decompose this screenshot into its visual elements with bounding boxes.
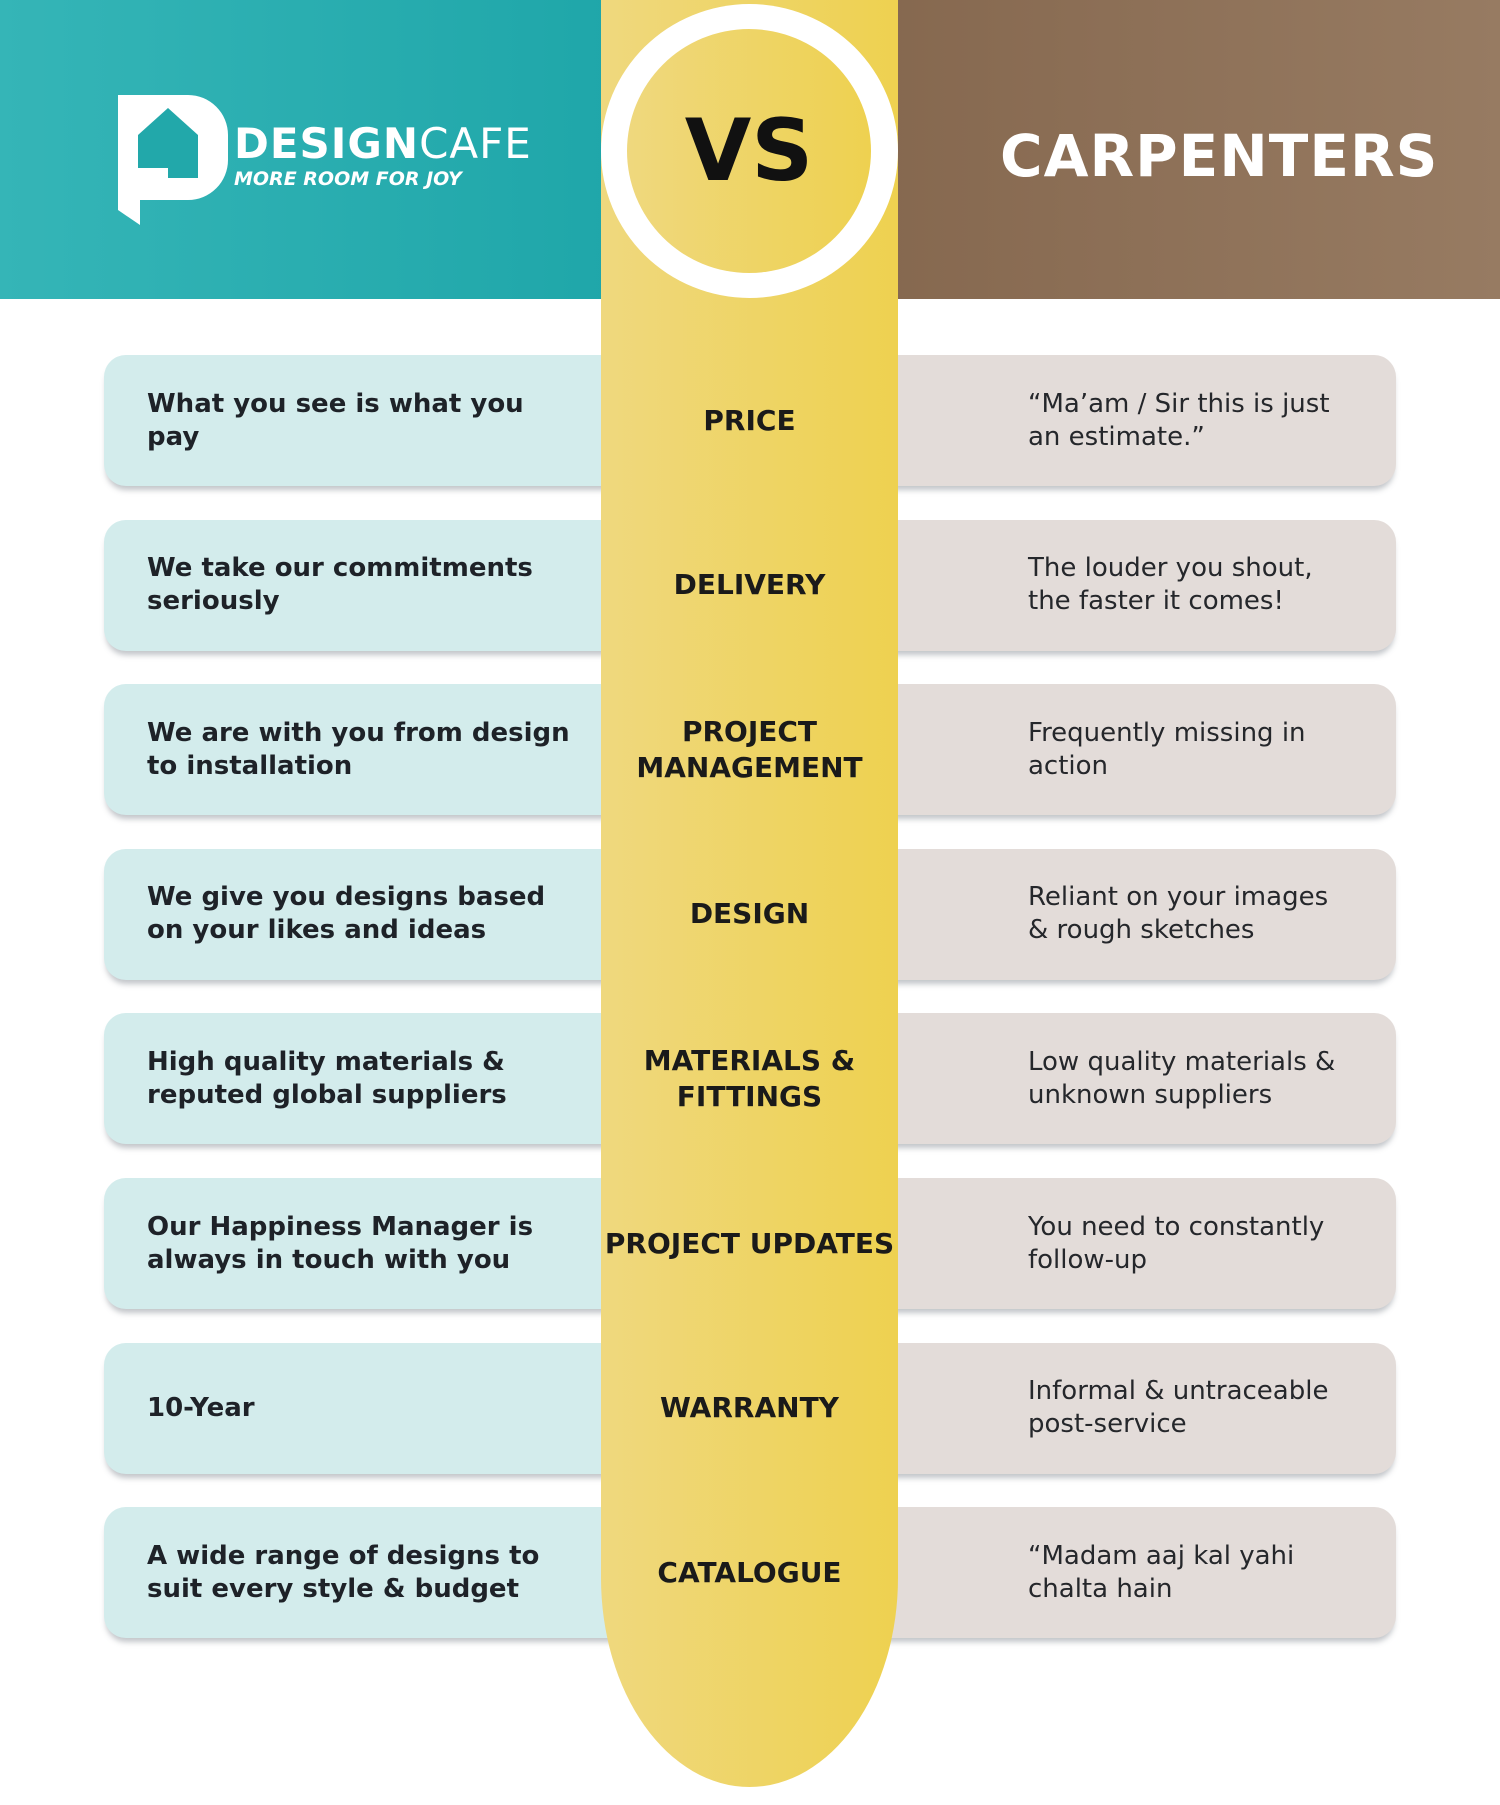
designcafe-cell: We take our commitments seriously: [104, 519, 644, 651]
comparison-row: A wide range of designs to suit every st…: [104, 1507, 1396, 1639]
designcafe-cell: High quality materials & reputed global …: [104, 1013, 644, 1145]
designcafe-cell: We give you designs based on your likes …: [104, 848, 644, 980]
house-logo-icon: [118, 95, 228, 225]
vs-badge: VS: [627, 29, 871, 273]
carpenters-cell: Informal & untraceable post-service: [856, 1342, 1396, 1474]
category-label: WARRANTY: [660, 1391, 839, 1425]
designcafe-cell: What you see is what you pay: [104, 355, 644, 486]
carpenters-text: Reliant on your images & rough sketches: [1028, 882, 1329, 946]
comparison-row: We take our commitments seriously DELIVE…: [104, 519, 1396, 651]
category-label: MATERIALS & FITTINGS: [643, 1043, 856, 1113]
designcafe-logo: DESIGNCAFE MORE ROOM FOR JOY: [118, 90, 532, 225]
carpenters-text: Low quality materials & unknown supplier…: [1028, 1046, 1336, 1110]
designcafe-text: 10-Year: [147, 1392, 255, 1423]
carpenters-text: “Madam aaj kal yahi chalta hain: [1028, 1540, 1295, 1604]
designcafe-cell: Our Happiness Manager is always in touch…: [104, 1178, 644, 1309]
category-label: PROJECT MANAGEMENT: [636, 714, 863, 784]
carpenters-text: “Ma’am / Sir this is just an estimate.”: [1028, 388, 1330, 452]
designcafe-text: We give you designs based on your likes …: [147, 882, 546, 946]
carpenters-cell: The louder you shout, the faster it come…: [856, 519, 1396, 651]
comparison-row: We are with you from design to installat…: [104, 684, 1396, 816]
designcafe-cell: A wide range of designs to suit every st…: [104, 1507, 644, 1639]
designcafe-cell: 10-Year: [104, 1342, 644, 1474]
comparison-row: What you see is what you pay PRICE “Ma’a…: [104, 355, 1396, 486]
category-label: PROJECT UPDATES: [604, 1226, 895, 1260]
carpenters-cell: Frequently missing in action: [856, 684, 1396, 816]
comparison-row: 10-Year WARRANTY Informal & untraceable …: [104, 1342, 1396, 1474]
carpenters-text: You need to constantly follow-up: [1028, 1211, 1325, 1275]
designcafe-text: What you see is what you pay: [147, 388, 524, 452]
carpenters-cell: “Madam aaj kal yahi chalta hain: [856, 1507, 1396, 1639]
comparison-row: We give you designs based on your likes …: [104, 848, 1396, 980]
category-label: DESIGN: [689, 897, 810, 931]
carpenters-text: Frequently missing in action: [1028, 717, 1306, 781]
designcafe-text: A wide range of designs to suit every st…: [147, 1540, 540, 1604]
category-label: CATALOGUE: [657, 1555, 842, 1589]
carpenters-cell: You need to constantly follow-up: [856, 1178, 1396, 1309]
carpenters-text: Informal & untraceable post-service: [1028, 1376, 1329, 1440]
designcafe-text: We take our commitments seriously: [147, 553, 533, 617]
brand-name: DESIGNCAFE: [234, 119, 532, 168]
designcafe-text: We are with you from design to installat…: [147, 717, 570, 781]
carpenters-cell: Low quality materials & unknown supplier…: [856, 1013, 1396, 1145]
category-label: DELIVERY: [673, 568, 826, 602]
carpenters-cell: “Ma’am / Sir this is just an estimate.”: [856, 355, 1396, 486]
category-label: PRICE: [703, 403, 796, 437]
carpenters-text: The louder you shout, the faster it come…: [1028, 553, 1313, 617]
brand-tagline: MORE ROOM FOR JOY: [234, 168, 462, 190]
carpenters-cell: Reliant on your images & rough sketches: [856, 848, 1396, 980]
designcafe-cell: We are with you from design to installat…: [104, 684, 644, 816]
designcafe-text: High quality materials & reputed global …: [147, 1046, 507, 1110]
designcafe-text: Our Happiness Manager is always in touch…: [147, 1211, 534, 1275]
comparison-row: Our Happiness Manager is always in touch…: [104, 1178, 1396, 1309]
competitor-title: CARPENTERS: [1000, 122, 1439, 190]
comparison-row: High quality materials & reputed global …: [104, 1013, 1396, 1145]
